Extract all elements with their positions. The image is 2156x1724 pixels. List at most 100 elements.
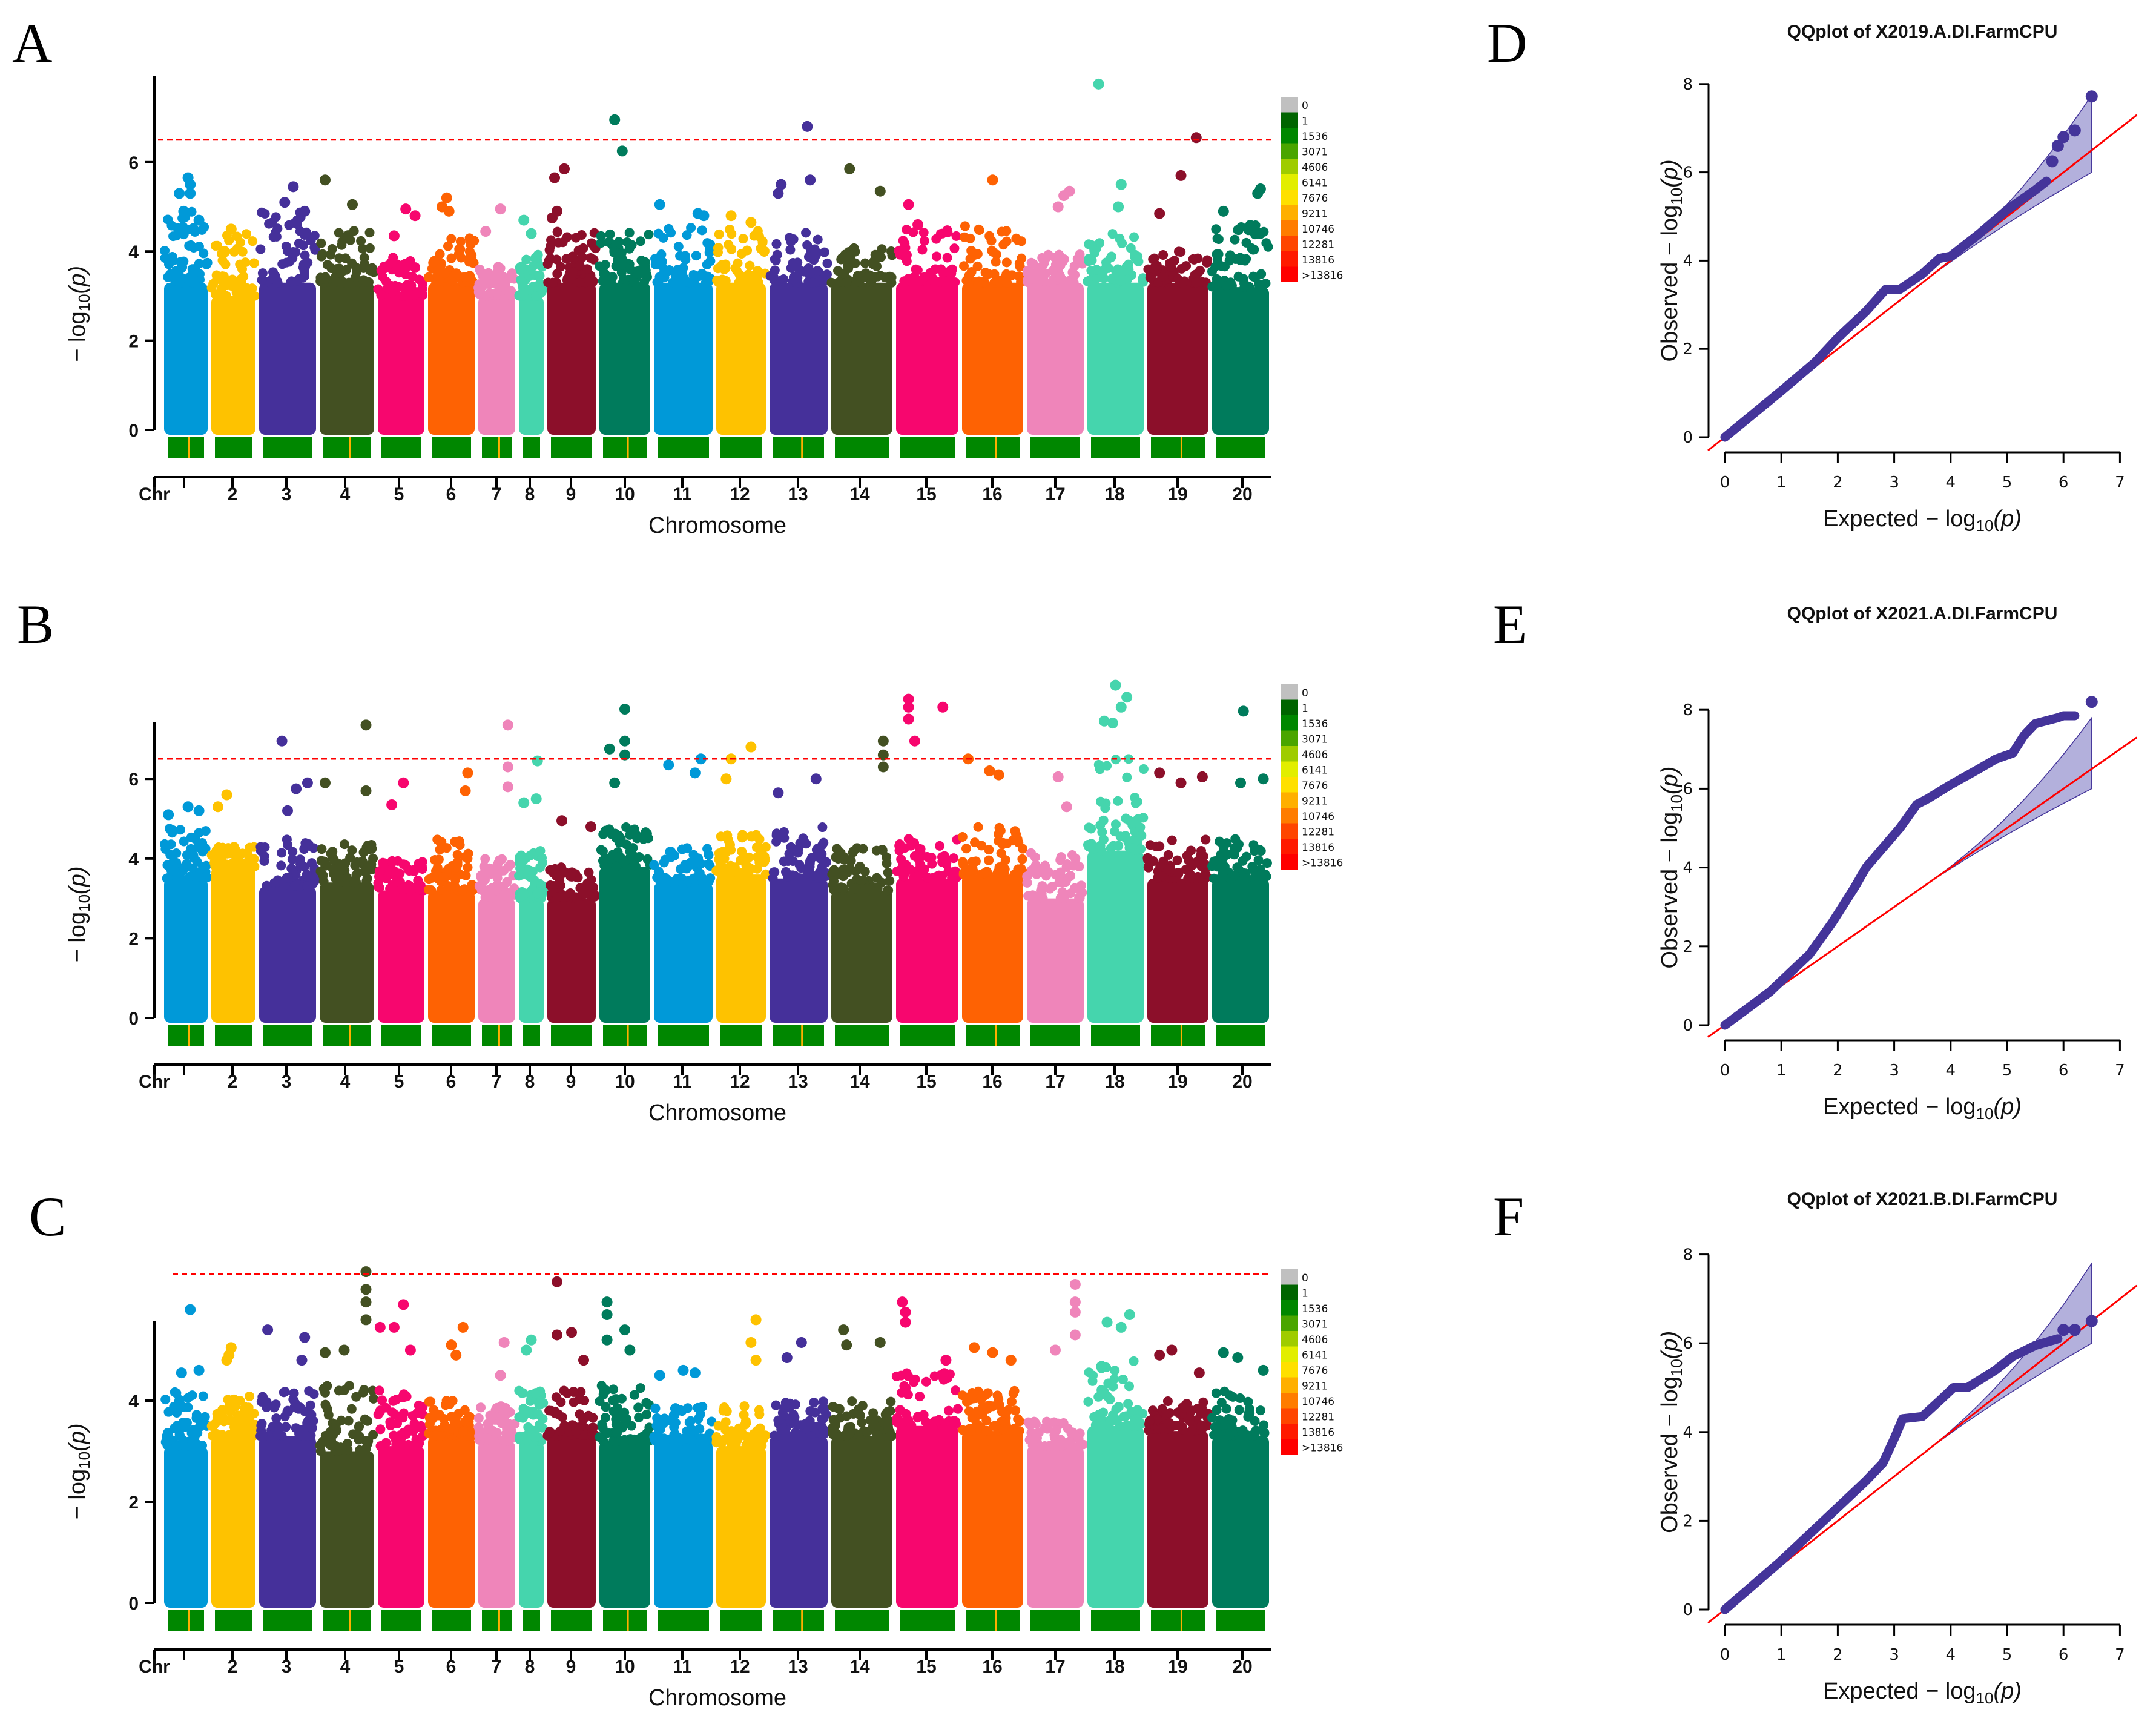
snp-point [294, 238, 304, 248]
snp-peak-point [502, 719, 513, 731]
snp-point [857, 875, 867, 885]
snp-peak-point [495, 203, 506, 215]
snp-point [573, 245, 584, 256]
snp-point [257, 1395, 267, 1405]
snp-point [1083, 1396, 1093, 1407]
snp-point [604, 853, 615, 864]
snp-point [1241, 237, 1251, 248]
snp-point [660, 873, 670, 883]
snp-point [430, 854, 440, 865]
snp-point [902, 225, 912, 235]
snp-point [819, 1403, 829, 1413]
snp-point [1098, 1407, 1108, 1418]
snp-density-strip [323, 1610, 371, 1631]
snp-point [918, 1410, 929, 1420]
snp-point [802, 240, 813, 250]
qq-plot-d: QQplot of X2019.A.DI.FarmCPU 0 2 4 6 8 0 1 2 3 4 5 6… [1657, 22, 2138, 535]
legend-label: >13816 [1302, 270, 1343, 282]
snp-peak-point [398, 1299, 409, 1310]
snp-point [1129, 1356, 1139, 1366]
chromosome-10-body [599, 866, 650, 1023]
snp-peak-point [663, 759, 674, 771]
snp-point [703, 272, 713, 283]
snp-point [233, 279, 243, 289]
snp-point [451, 268, 461, 279]
x-tick-label: 1 [1776, 1062, 1787, 1080]
x-tick-label: 12 [730, 1072, 750, 1092]
snp-point [377, 1395, 387, 1405]
snp-point [475, 266, 486, 276]
snp-point [965, 233, 975, 243]
snp-density-strip [263, 1610, 312, 1631]
snp-density-strip [966, 1025, 1020, 1046]
snp-point [713, 1421, 724, 1431]
snp-point [414, 274, 424, 285]
snp-peak-point [745, 1336, 757, 1348]
snp-peak-point [276, 735, 288, 747]
snp-point [1245, 220, 1255, 230]
snp-density-strip [720, 437, 762, 458]
x-tick-label: 0 [1720, 1646, 1730, 1664]
chromosome-14-points [828, 1324, 897, 1608]
x-tick-label: 5 [394, 1072, 404, 1092]
snp-point [399, 283, 409, 293]
snp-point [340, 253, 351, 263]
y-tick-label: 2 [128, 1493, 139, 1513]
snp-point [354, 1432, 364, 1442]
snp-peak-point [282, 805, 293, 816]
snp-point [452, 850, 463, 860]
chromosome-16-points [957, 1342, 1025, 1608]
snp-point [943, 1405, 954, 1416]
snp-point [618, 274, 628, 284]
snp-peak-point [193, 805, 205, 816]
snp-point [222, 1431, 232, 1441]
snp-peak-point [900, 1306, 911, 1318]
chromosome-20-body [1212, 1436, 1269, 1608]
snp-point [829, 885, 839, 895]
snp-point [1259, 1420, 1269, 1430]
snp-density-strip [900, 437, 955, 458]
snp-point [572, 893, 582, 903]
snp-point [755, 1428, 765, 1438]
chromosome-16-body [962, 874, 1023, 1023]
panel-label-e: E [1493, 593, 1527, 655]
snp-density-strip [323, 437, 371, 458]
snp-point [737, 833, 747, 843]
snp-point [1165, 1408, 1175, 1418]
x-tick-label: 5 [2002, 1646, 2013, 1664]
snp-point [878, 1417, 888, 1427]
snp-point [518, 855, 529, 865]
snp-density-strip [551, 1610, 592, 1631]
snp-point [306, 858, 317, 868]
snp-point [597, 1419, 607, 1430]
snp-point [318, 274, 328, 284]
snp-peak-point [526, 1334, 537, 1346]
x-tick-label: 3 [282, 484, 292, 504]
snp-point [531, 1389, 541, 1399]
snp-point [634, 1412, 644, 1422]
chromosome-6-points [423, 192, 480, 435]
snp-peak-point [1166, 1344, 1178, 1356]
snp-point [1187, 1425, 1197, 1435]
snp-density-strip [263, 1025, 312, 1046]
snp-point [1095, 820, 1106, 830]
snp-point [538, 1398, 549, 1408]
snp-point [625, 264, 635, 274]
snp-point [417, 857, 427, 867]
legend-label: 12281 [1302, 1412, 1334, 1424]
y-tick-label: 6 [128, 770, 139, 790]
snp-point [1158, 271, 1169, 282]
snp-point [1132, 1414, 1142, 1424]
chromosome-13-points [769, 1336, 831, 1608]
chromosome-20-points [1207, 705, 1272, 1023]
y-axis-title-p: (p) [65, 866, 90, 894]
chromosome-18-body [1087, 1425, 1144, 1608]
snp-point [182, 859, 192, 869]
snp-point [1133, 814, 1143, 824]
snp-point [1115, 831, 1126, 842]
snp-point [673, 242, 684, 252]
snp-density-strip [215, 1610, 252, 1631]
snp-peak-point [1218, 1347, 1229, 1358]
snp-point [1230, 234, 1240, 245]
snp-point [179, 230, 189, 240]
